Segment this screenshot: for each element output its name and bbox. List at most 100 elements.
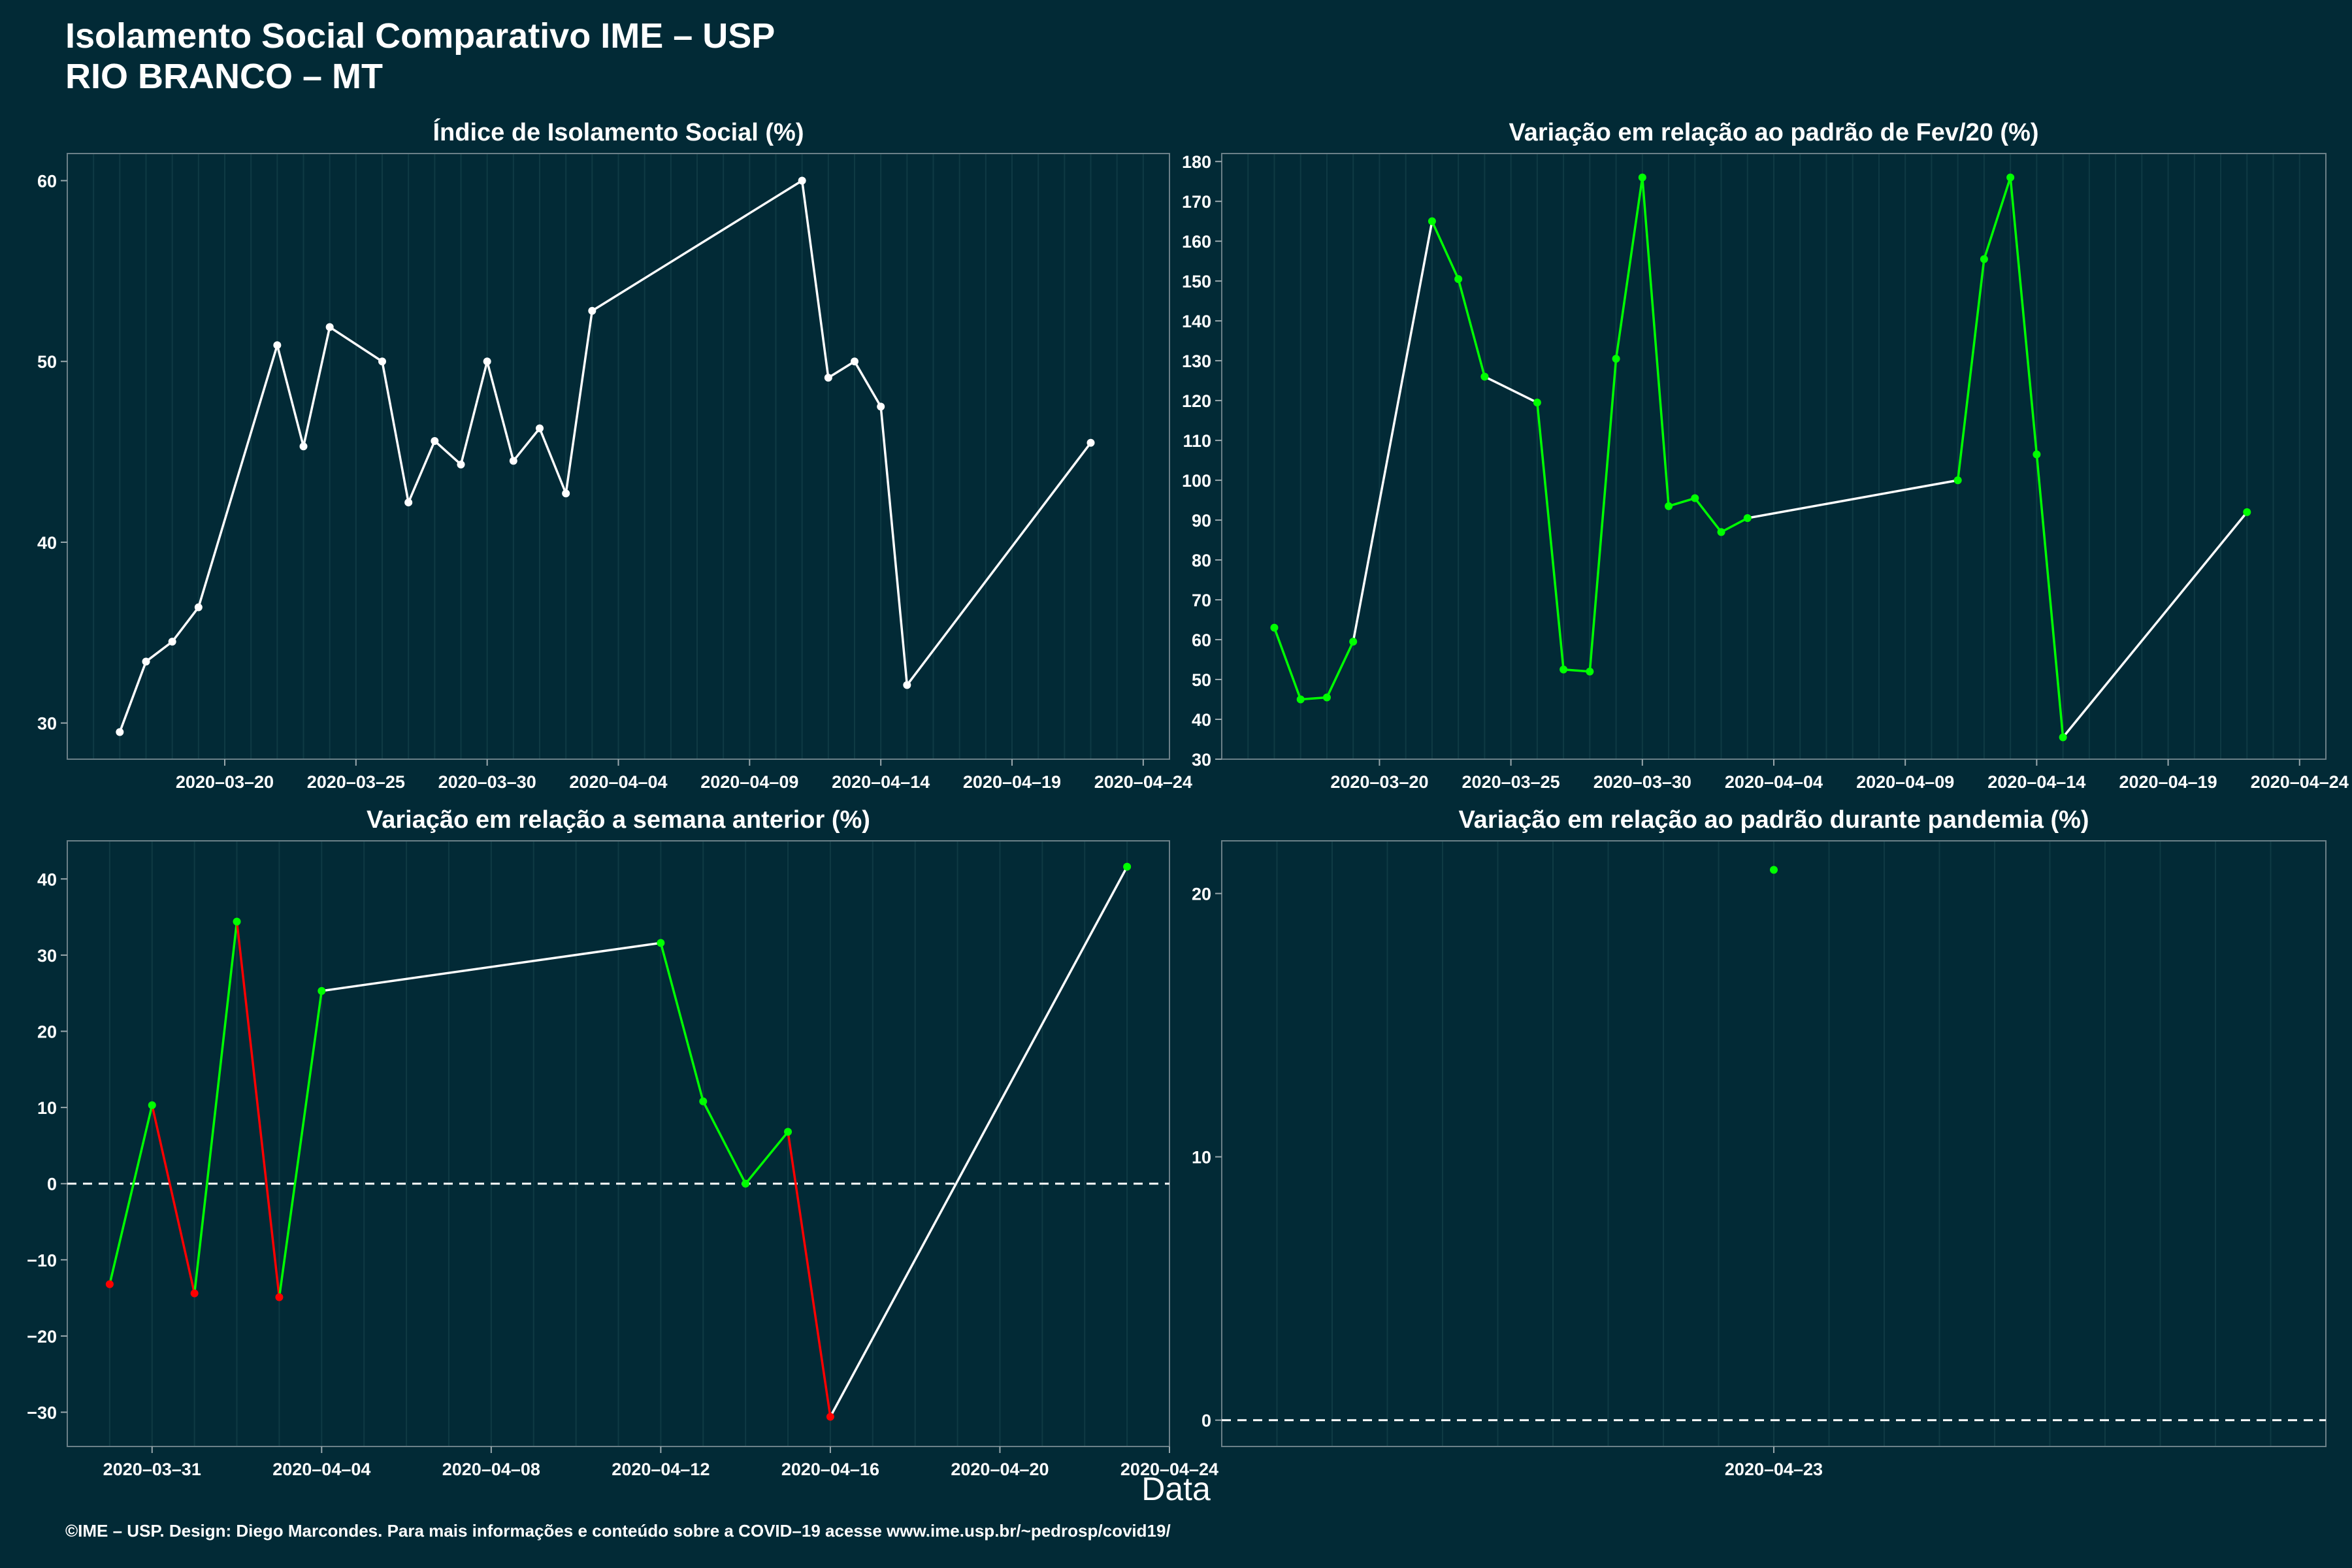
series-segment xyxy=(321,941,661,992)
series-segment xyxy=(659,942,704,1102)
title-block: Isolamento Social Comparativo IME – USP … xyxy=(65,16,775,97)
data-point xyxy=(536,424,544,433)
series-segment xyxy=(276,344,305,447)
data-point xyxy=(1691,494,1699,502)
y-tick-label: 20 xyxy=(37,1022,57,1042)
series-segment xyxy=(1563,668,1590,673)
data-point xyxy=(657,939,665,947)
data-point xyxy=(142,657,150,666)
footer-credits: ©IME – USP. Design: Diego Marcondes. Par… xyxy=(65,1521,1171,1541)
series-segment xyxy=(787,1132,832,1417)
panel-title: Variação em relação ao padrão durante pa… xyxy=(1458,806,2089,834)
x-tick-label: 2020–03–20 xyxy=(176,772,274,792)
data-point xyxy=(2006,173,2015,182)
y-tick-label: 60 xyxy=(1192,630,1211,650)
panel-title: Índice de Isolamento Social (%) xyxy=(433,118,804,146)
series-segment xyxy=(512,427,541,462)
y-tick-label: −10 xyxy=(27,1250,57,1270)
y-tick-label: 50 xyxy=(1192,670,1211,690)
data-point xyxy=(824,374,832,382)
y-tick-label: 70 xyxy=(1192,591,1211,610)
series-segment xyxy=(235,921,281,1298)
chart-panel-3: Variação em relação a semana anterior (%… xyxy=(27,806,1218,1479)
series-segment xyxy=(744,1131,789,1184)
series-segment xyxy=(800,180,830,378)
y-tick-label: 160 xyxy=(1182,232,1211,252)
data-point xyxy=(275,1293,284,1301)
series-segment xyxy=(1457,278,1486,377)
series-segment xyxy=(853,361,882,408)
series-segment xyxy=(118,661,148,733)
series-segment xyxy=(538,427,567,494)
data-point xyxy=(1612,355,1620,363)
page-title: Isolamento Social Comparativo IME – USP xyxy=(65,16,776,56)
y-tick-label: 20 xyxy=(1192,885,1211,904)
data-point xyxy=(1770,866,1778,874)
series-segment xyxy=(829,866,1128,1418)
x-tick-label: 2020–03–31 xyxy=(103,1460,201,1479)
series-segment xyxy=(879,406,909,685)
series-segment xyxy=(1641,177,1670,506)
series-segment xyxy=(1536,402,1565,670)
series-segment xyxy=(145,640,173,662)
data-point xyxy=(1586,667,1594,676)
y-tick-label: 150 xyxy=(1182,272,1211,291)
x-tick-label: 2020–04–23 xyxy=(1725,1460,1823,1479)
series-segment xyxy=(1693,497,1722,533)
data-point xyxy=(1638,173,1646,182)
data-point xyxy=(483,357,491,366)
series-segment xyxy=(1588,358,1618,672)
y-tick-label: 30 xyxy=(37,946,57,966)
y-tick-label: 80 xyxy=(1192,551,1211,570)
data-point xyxy=(1349,638,1358,646)
data-point xyxy=(851,357,858,366)
y-tick-label: 140 xyxy=(1182,312,1211,331)
series-segment xyxy=(564,310,594,494)
x-tick-label: 2020–04–24 xyxy=(1120,1460,1218,1479)
x-tick-label: 2020–04–16 xyxy=(781,1460,879,1479)
data-point xyxy=(273,341,282,350)
data-point xyxy=(168,638,176,646)
series-segment xyxy=(2009,177,2038,455)
data-point xyxy=(378,357,386,366)
data-point xyxy=(588,306,596,315)
x-tick-label: 2020–04–24 xyxy=(1094,772,1192,792)
series-segment xyxy=(1720,517,1748,533)
series-segment xyxy=(1300,696,1328,701)
x-tick-label: 2020–04–14 xyxy=(832,772,930,792)
data-point xyxy=(903,681,911,689)
series-segment xyxy=(459,361,489,465)
data-point xyxy=(826,1413,834,1421)
data-point xyxy=(509,457,517,465)
data-point xyxy=(1953,476,1962,485)
y-tick-label: 0 xyxy=(47,1175,57,1194)
data-point xyxy=(562,489,570,498)
series-segment xyxy=(193,921,238,1294)
chart-panel-4: Variação em relação ao padrão durante pa… xyxy=(1192,806,2327,1479)
series-segment xyxy=(407,440,436,503)
series-segment xyxy=(702,1100,747,1184)
x-tick-label: 2020–04–24 xyxy=(2251,772,2349,792)
data-point xyxy=(1533,399,1541,407)
data-point xyxy=(1428,217,1436,225)
x-tick-label: 2020–04–14 xyxy=(1987,772,2085,792)
data-point xyxy=(784,1128,792,1136)
data-point xyxy=(1123,862,1132,871)
chart-panel-2: Variação em relação ao padrão de Fev/20 … xyxy=(1182,119,2349,792)
data-point xyxy=(2033,450,2041,459)
series-segment xyxy=(1431,220,1460,280)
data-point xyxy=(699,1097,708,1105)
data-point xyxy=(148,1101,156,1109)
series-segment xyxy=(1614,177,1644,359)
chart-panel-1: Índice de Isolamento Social (%) 30 40 50 60 2… xyxy=(37,118,1192,792)
x-tick-label: 2020–04–20 xyxy=(951,1460,1049,1479)
data-point xyxy=(116,728,124,736)
data-point xyxy=(105,1280,114,1288)
data-point xyxy=(1980,255,1988,263)
y-tick-label: −30 xyxy=(27,1403,57,1423)
y-tick-label: 40 xyxy=(37,870,57,889)
data-point xyxy=(1480,372,1489,381)
x-tick-label: 2020–04–09 xyxy=(1856,772,1954,792)
y-tick-label: −20 xyxy=(27,1327,57,1347)
